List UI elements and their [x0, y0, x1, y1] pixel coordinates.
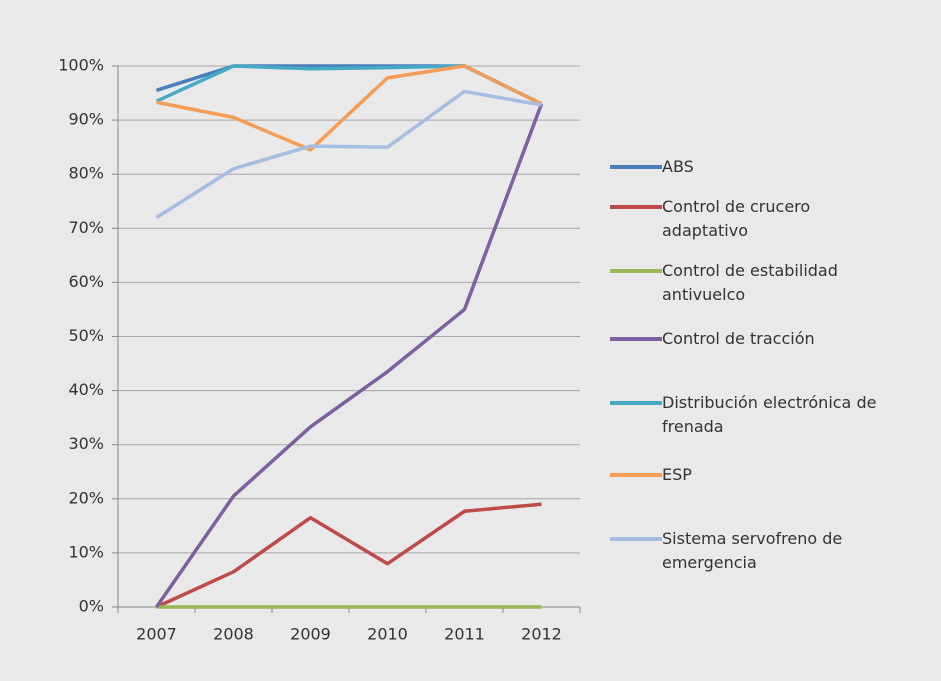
legend-swatch [610, 269, 662, 273]
y-tick-label: 50% [68, 326, 104, 345]
series-line [155, 64, 543, 106]
legend-label: Distribución electrónica de frenada [662, 393, 877, 436]
legend-swatch [610, 401, 662, 405]
legend-entry: Control de estabilidad antivuelco [610, 259, 910, 307]
series-line [156, 64, 543, 152]
y-tick-label: 30% [68, 434, 104, 453]
legend-swatch [610, 165, 662, 169]
x-tick-label: 2009 [290, 625, 331, 644]
y-tick-label: 90% [68, 110, 104, 129]
legend-entry: Distribución electrónica de frenada [610, 391, 910, 439]
y-tick-label: 40% [68, 380, 104, 399]
y-tick-label: 60% [68, 272, 104, 291]
legend-label: ESP [662, 465, 692, 484]
y-tick-label: 80% [68, 164, 104, 183]
x-tick-label: 2008 [213, 625, 254, 644]
y-tick-label: 70% [68, 218, 104, 237]
x-tick-label: 2010 [367, 625, 408, 644]
y-tick-label: 0% [79, 597, 104, 616]
legend-swatch [610, 537, 662, 541]
legend-entry: ABS [610, 155, 910, 179]
x-tick-label: 2011 [444, 625, 485, 644]
legend-entry: ESP [610, 463, 910, 487]
legend-swatch [610, 337, 662, 341]
x-tick-label: 2012 [521, 625, 562, 644]
x-tick-label: 2007 [136, 625, 177, 644]
legend-swatch [610, 473, 662, 477]
legend-entry: Control de crucero adaptativo [610, 195, 910, 243]
y-tick-label: 20% [68, 488, 104, 507]
legend-label: Control de tracción [662, 329, 815, 348]
legend-label: Control de estabilidad antivuelco [662, 261, 838, 304]
legend-label: ABS [662, 157, 694, 176]
legend-swatch [610, 205, 662, 209]
series-line [155, 89, 542, 219]
y-tick-label: 100% [58, 56, 104, 75]
series-line [155, 502, 542, 609]
y-tick-label: 10% [68, 542, 104, 561]
legend-entry: Sistema servofreno de emergencia [610, 527, 910, 575]
legend-label: Sistema servofreno de emergencia [662, 529, 843, 572]
legend-entry: Control de tracción [610, 327, 910, 351]
series-line [155, 103, 544, 608]
legend-label: Control de crucero adaptativo [662, 197, 811, 240]
